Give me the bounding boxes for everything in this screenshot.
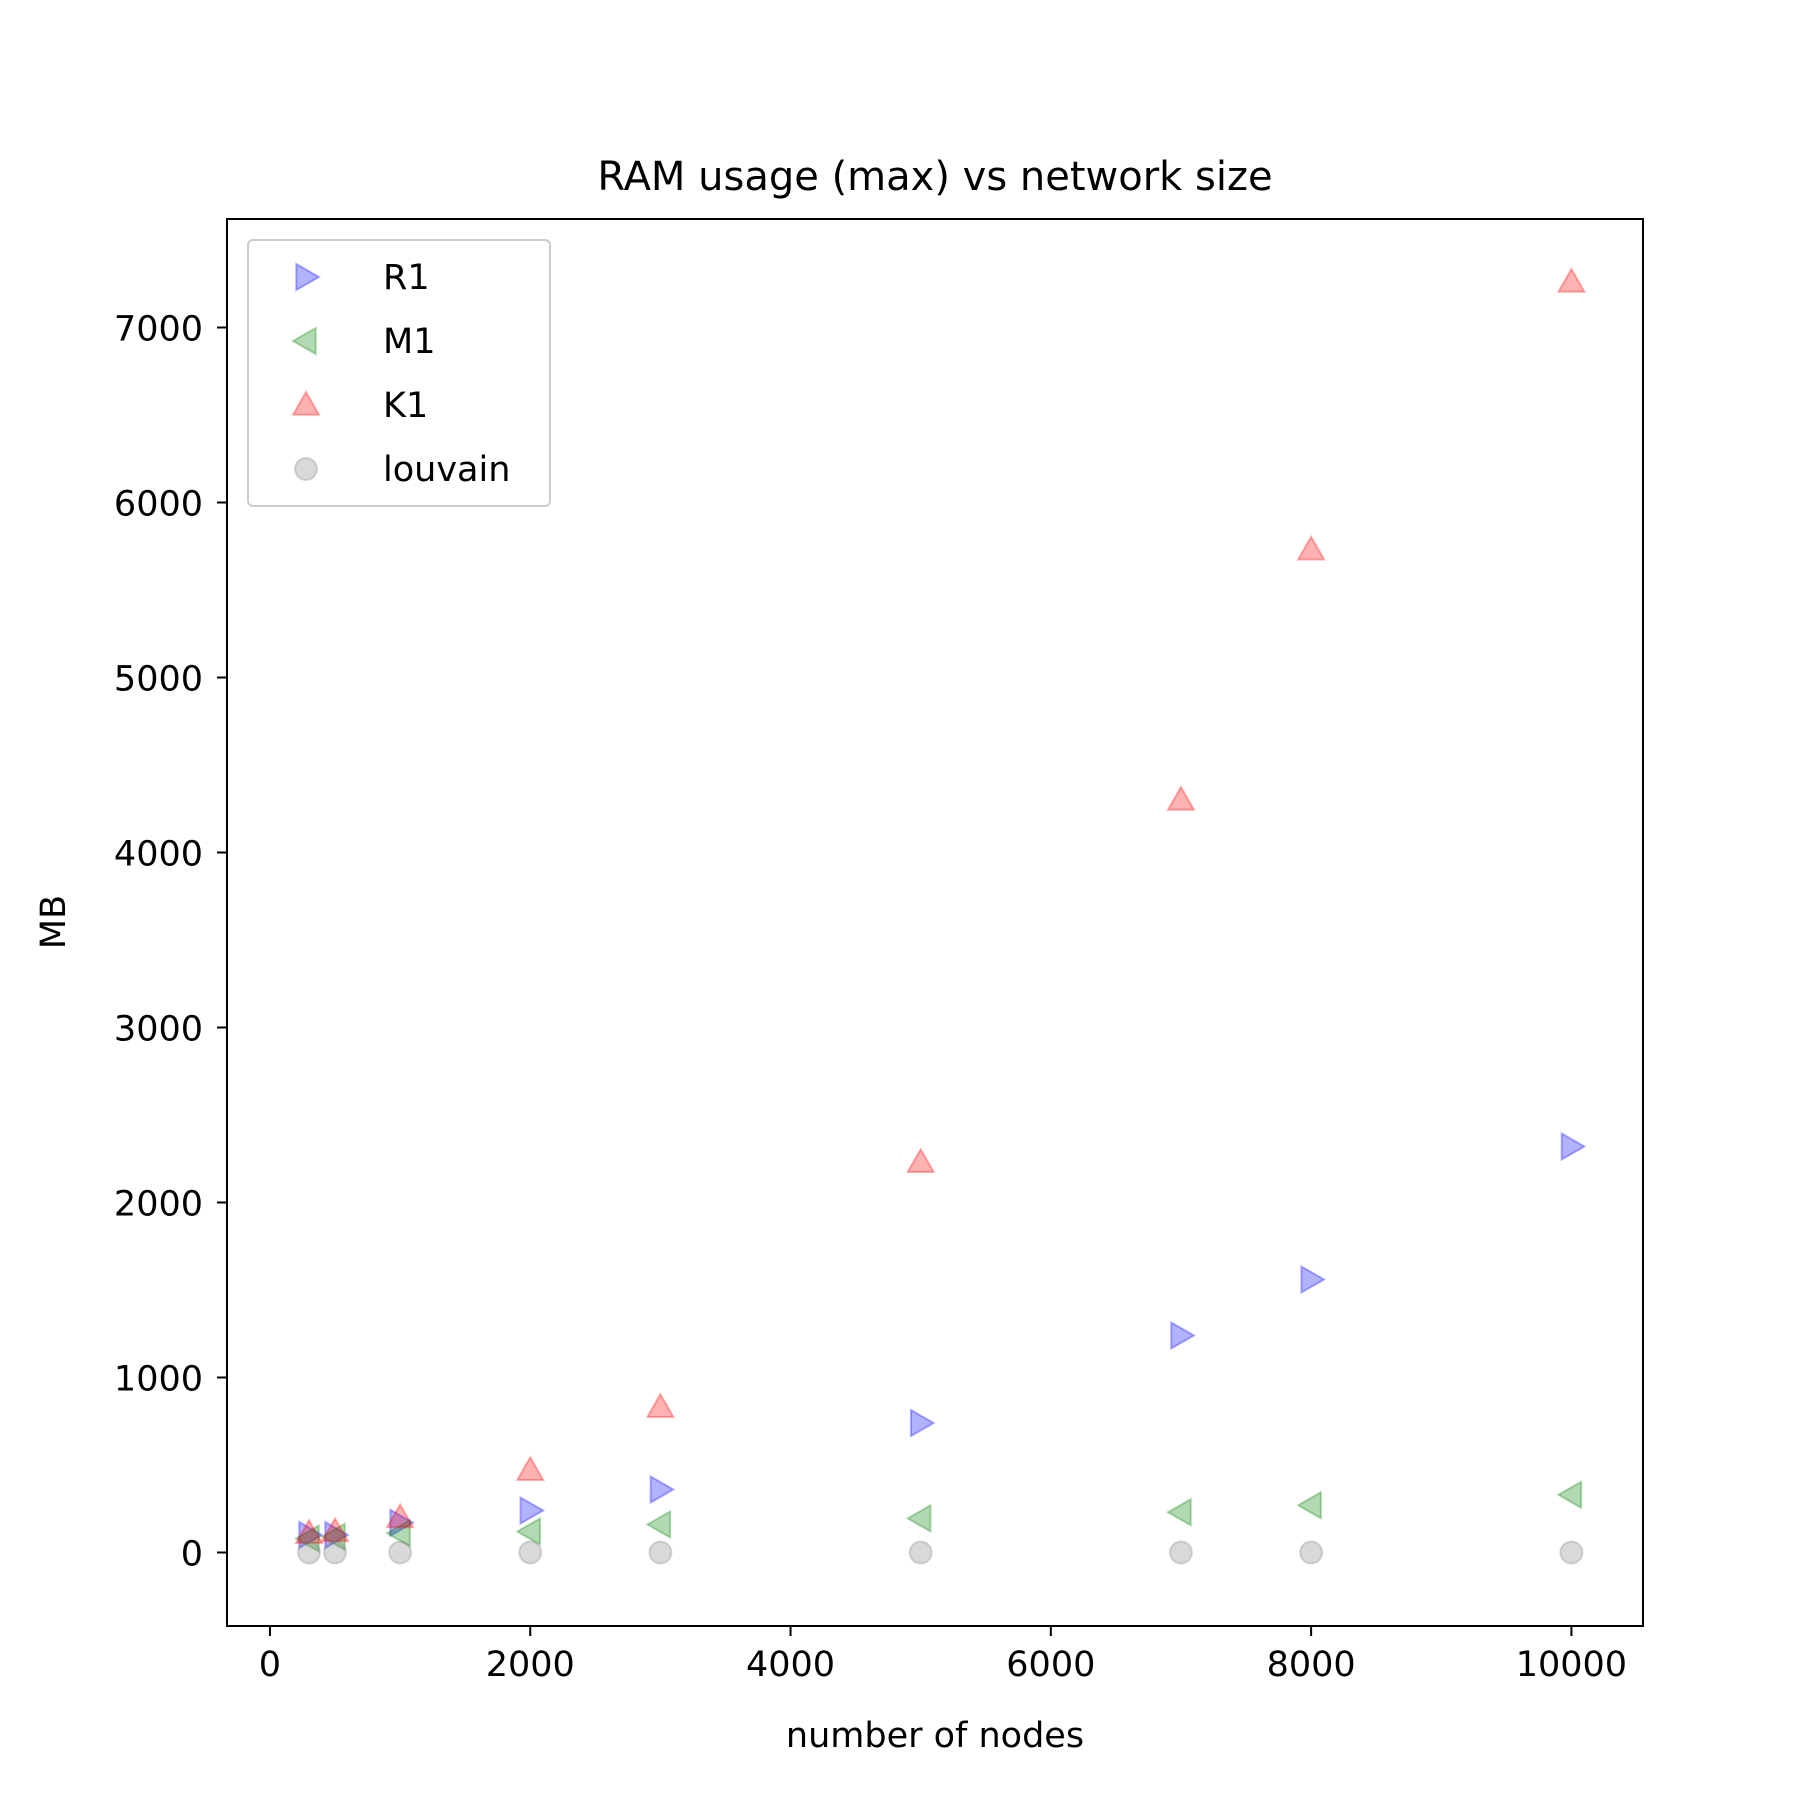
series-r1 [298,1131,1587,1550]
data-point-k1 [645,1392,676,1418]
data-point-r1 [1300,1264,1327,1295]
x-tick-label: 10000 [1516,1645,1627,1685]
data-point-m1 [1296,1490,1322,1520]
data-point-louvain [518,1540,543,1565]
data-point-k1 [515,1455,545,1481]
data-point-louvain [1559,1540,1584,1565]
data-point-m1 [905,1503,932,1534]
x-tick-label: 8000 [1267,1645,1356,1685]
data-point-r1 [298,1520,325,1550]
legend-marker-r1 [295,262,322,292]
data-point-k1 [320,1516,350,1543]
y-tick-label: 2000 [114,1185,203,1225]
series-k1 [294,266,1587,1544]
legend-marker-louvain [294,457,318,481]
data-point-k1 [294,1518,324,1544]
legend-label: R1 [383,258,430,298]
data-point-louvain [908,1540,933,1565]
y-tick-label: 1000 [114,1360,203,1400]
y-tick-label: 7000 [114,310,203,350]
data-point-m1 [645,1509,672,1540]
data-point-louvain [388,1540,413,1565]
data-point-r1 [389,1508,416,1538]
data-point-r1 [1560,1131,1587,1162]
data-point-louvain [1299,1540,1324,1565]
data-point-m1 [1556,1480,1583,1510]
data-point-m1 [320,1522,346,1552]
data-point-m1 [293,1523,320,1554]
data-point-k1 [385,1502,415,1529]
axes-frame [226,218,1644,1627]
data-point-k1 [905,1147,936,1173]
y-tick-label: 3000 [114,1010,203,1050]
legend-marker-k1 [291,389,321,416]
legend-label: M1 [383,322,435,362]
x-axis: 0 2000 4000 6000 8000 10000 [259,1626,1627,1685]
x-tick-label: 4000 [746,1645,835,1685]
y-tick-label: 4000 [114,835,203,875]
x-tick-label: 0 [259,1645,281,1685]
legend-item-k1: K1 [291,386,428,426]
series-m1 [293,1480,1583,1554]
data-point-louvain [648,1540,673,1565]
y-axis-label: MB [34,895,74,949]
data-point-r1 [1170,1320,1196,1351]
data-point-m1 [515,1516,541,1547]
y-tick-label: 5000 [114,660,203,700]
data-point-louvain [1168,1540,1193,1565]
legend-item-louvain: louvain [294,450,510,490]
x-axis-label: number of nodes [786,1716,1084,1756]
data-point-r1 [649,1474,676,1505]
y-tick-label: 0 [181,1535,203,1575]
legend-item-r1: R1 [295,258,430,298]
y-tick-label: 6000 [114,485,203,525]
legend: R1 M1 K1 louvain [247,239,551,507]
data-point-k1 [1296,534,1326,561]
legend-marker-m1 [290,326,317,356]
legend-box [247,239,551,507]
data-point-louvain [296,1540,321,1565]
plot-area [293,266,1587,1565]
data-point-louvain [323,1540,348,1565]
data-point-k1 [1166,784,1196,811]
y-axis: 0 1000 2000 3000 4000 5000 6000 7000 [114,310,227,1575]
data-point-r1 [324,1520,351,1550]
data-point-r1 [909,1408,936,1438]
x-tick-label: 6000 [1006,1645,1095,1685]
legend-label: louvain [383,450,510,490]
data-point-m1 [385,1518,411,1548]
x-tick-label: 2000 [486,1645,575,1685]
chart-title: RAM usage (max) vs network size [597,154,1272,200]
data-point-k1 [1556,266,1587,293]
series-louvain [296,1540,1584,1565]
legend-label: K1 [383,386,428,426]
data-point-m1 [1165,1497,1192,1527]
data-point-r1 [519,1495,546,1526]
legend-item-m1: M1 [290,322,435,362]
